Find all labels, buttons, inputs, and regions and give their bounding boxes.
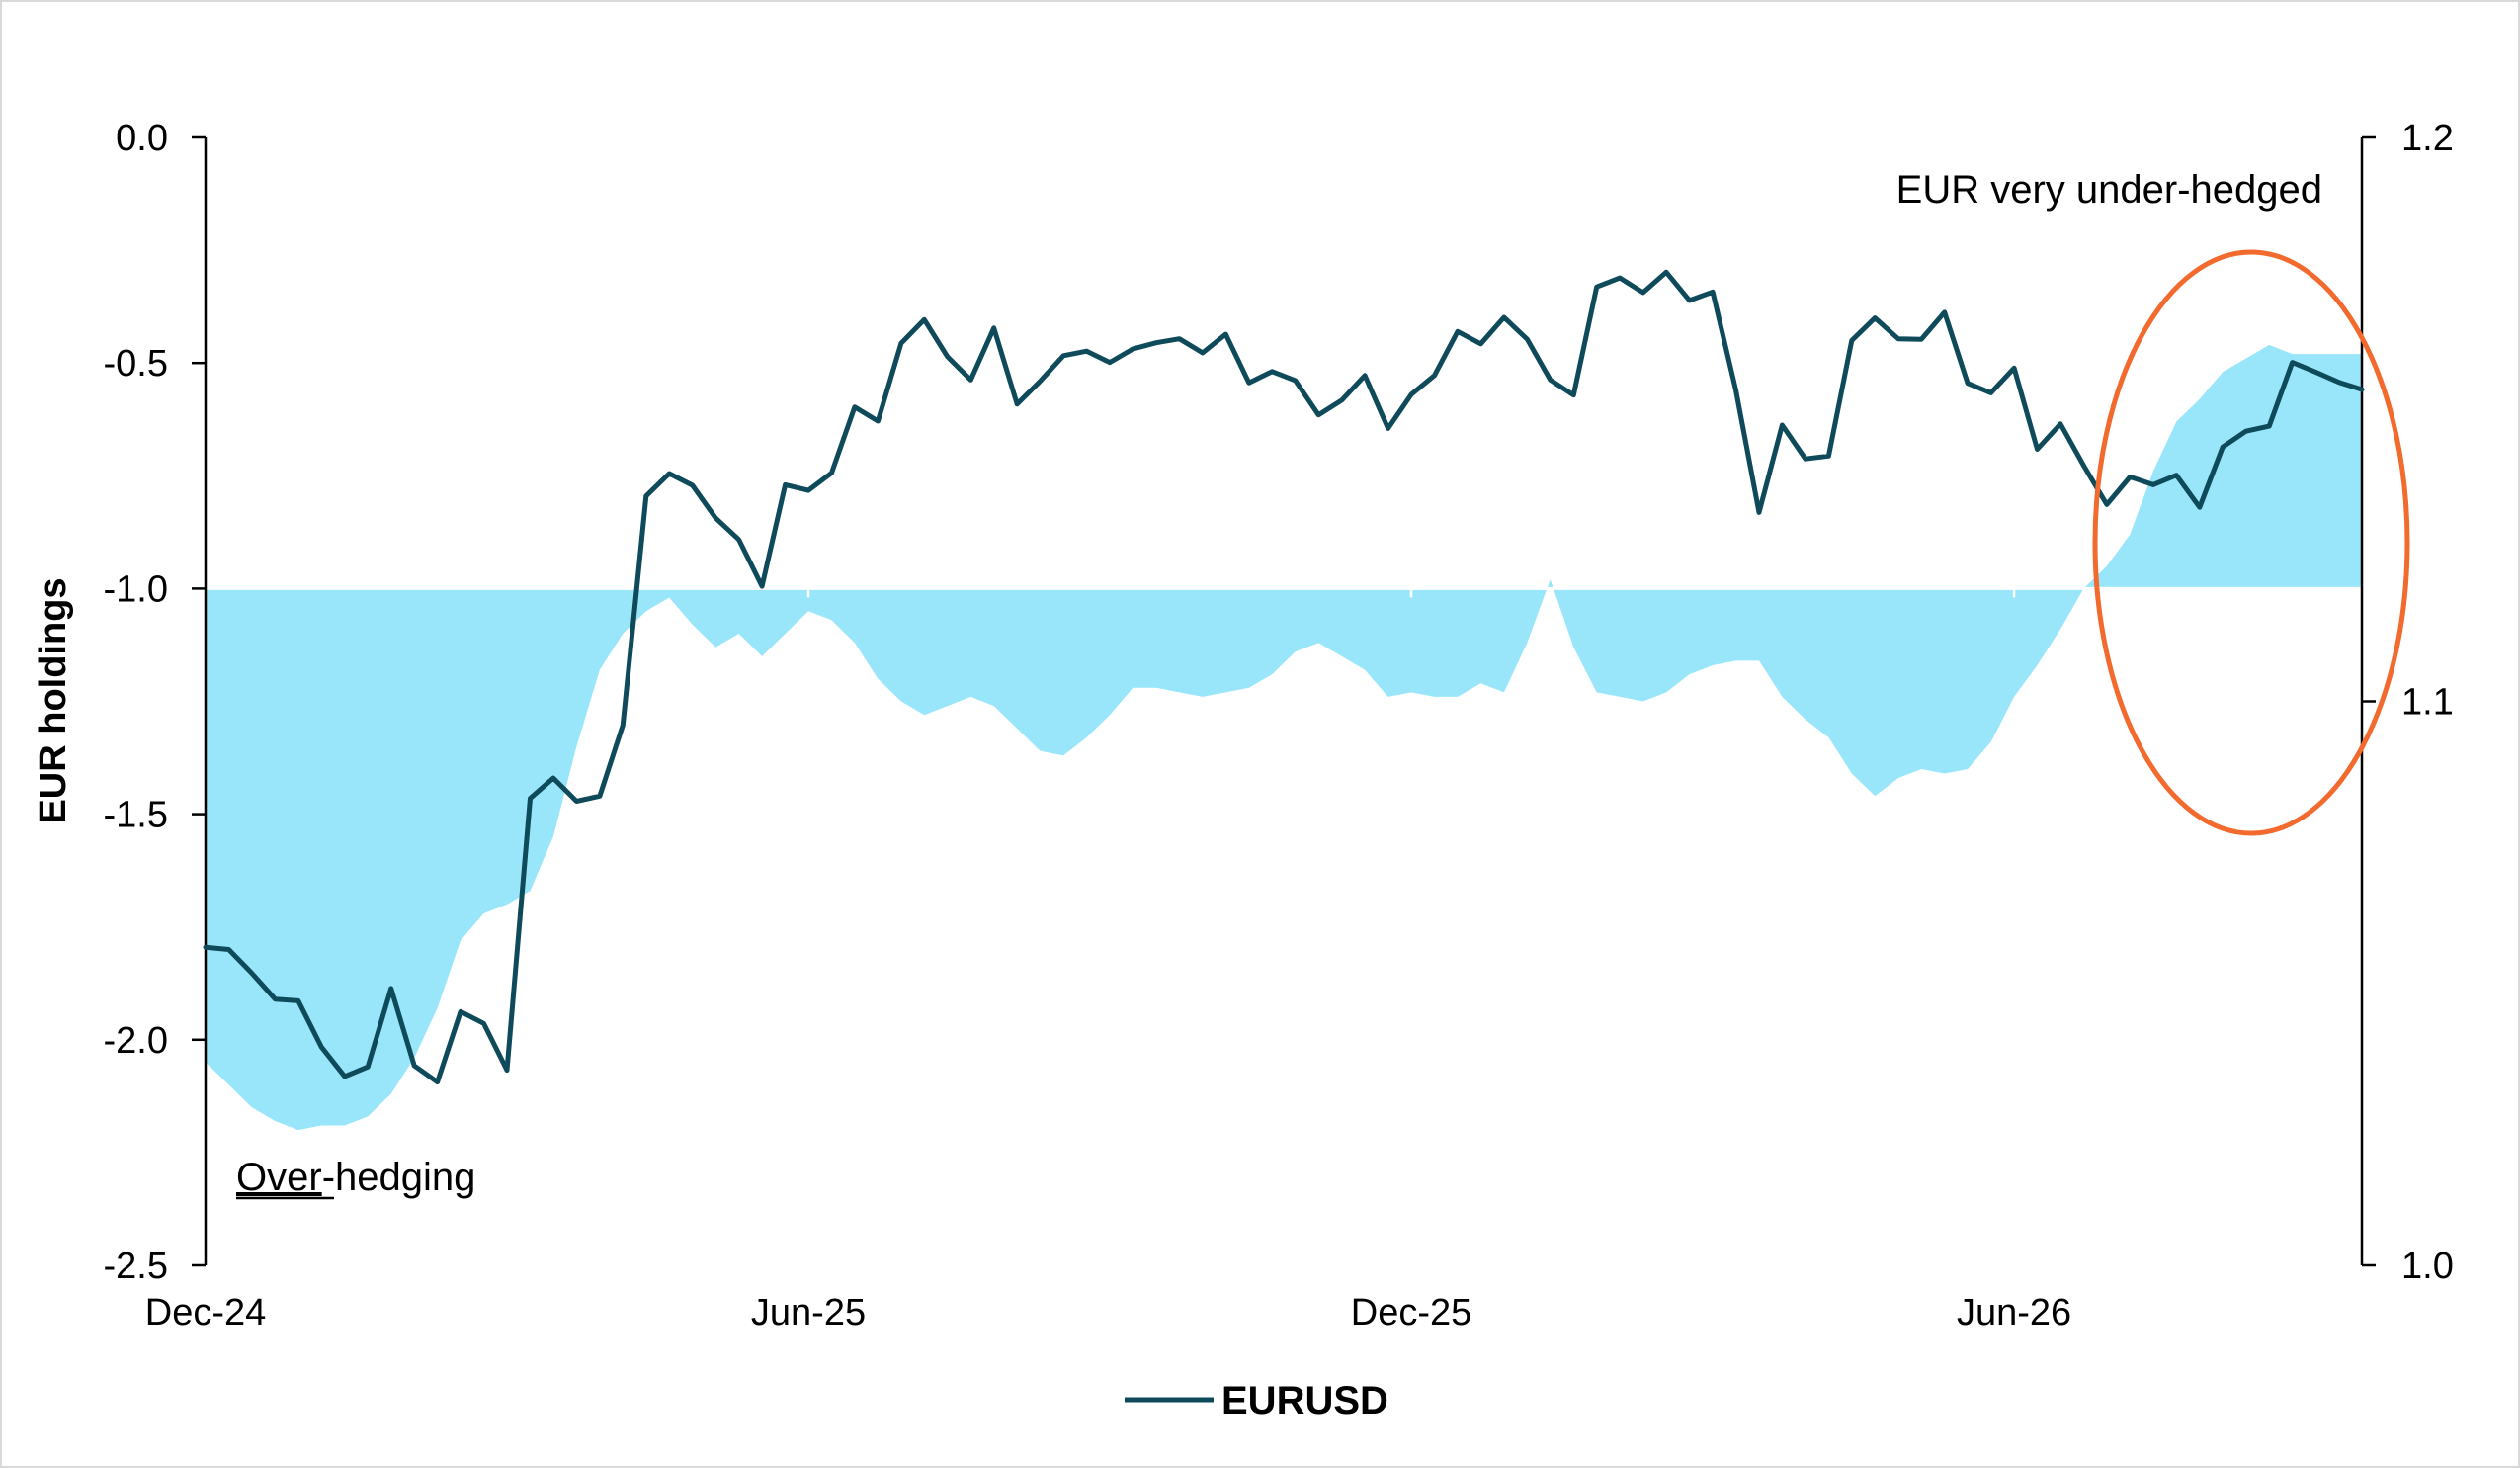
left-tick-label: -2.0 xyxy=(104,1020,168,1062)
x-tick-label: Jun-25 xyxy=(751,1292,866,1334)
right-tick-label: 1.2 xyxy=(2401,118,2454,159)
x-tick-label: Jun-26 xyxy=(1957,1292,2071,1334)
legend-label-eurusd: EURUSD xyxy=(1221,1379,1388,1423)
left-tick-label: -2.5 xyxy=(104,1246,168,1287)
left-axis-title: EUR holdings xyxy=(33,577,74,823)
line-layer xyxy=(203,269,2365,1085)
annotation-over-hedging: Over-hedging xyxy=(236,1156,475,1199)
annotation-over-underlined: Over xyxy=(236,1156,322,1199)
axes-layer: 0.0 -0.5 -1.0 -1.5 -2.0 -2.5 1.2 1.1 1.0 Dec-24 Ju… xyxy=(33,118,2454,1334)
right-tick-label: 1.0 xyxy=(2401,1246,2454,1287)
holdings-area xyxy=(206,344,2362,1131)
annotation-hedging-rest: -hedging xyxy=(322,1156,476,1199)
left-tick-label: -0.5 xyxy=(104,343,168,385)
left-tick-label: -1.5 xyxy=(104,795,168,836)
eurusd-line xyxy=(203,269,2365,1085)
legend-layer: EURUSD xyxy=(1125,1379,1388,1423)
x-tick-label: Dec-24 xyxy=(145,1292,267,1334)
right-tick-label: 1.1 xyxy=(2401,682,2454,724)
highlight-ellipse xyxy=(2092,249,2410,836)
left-tick-label: -1.0 xyxy=(104,568,168,610)
annotation-layer: EUR very under-hedged Over-hedging xyxy=(236,168,2410,1200)
left-tick-label: 0.0 xyxy=(116,118,168,159)
x-tick-label: Dec-25 xyxy=(1351,1292,1472,1334)
annotation-under-hedged: EUR very under-hedged xyxy=(1896,168,2322,212)
area-layer xyxy=(206,344,2362,1131)
